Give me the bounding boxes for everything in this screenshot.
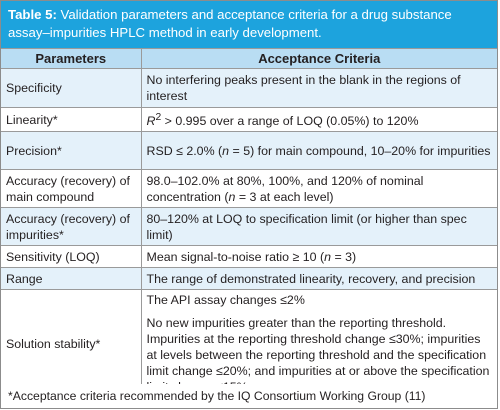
table-footnote: *Acceptance criteria recommended by the … — [1, 384, 497, 408]
table-row: Accuracy (recovery) of main compound 98.… — [1, 169, 497, 209]
table-row: Range The range of demonstrated linearit… — [1, 267, 497, 291]
param-cell: Range — [1, 267, 142, 291]
caption-text: Validation parameters and acceptance cri… — [8, 7, 452, 40]
criteria-cell: The API assay changes ≤2% No new impurit… — [140, 289, 497, 399]
param-cell: Sensitivity (LOQ) — [1, 245, 142, 269]
param-cell: Accuracy (recovery) of impurities* — [1, 207, 142, 247]
validation-table: Parameters Acceptance Criteria Specifici… — [1, 48, 497, 399]
n-symbol: n — [324, 249, 332, 264]
param-cell: Linearity* — [1, 106, 142, 133]
n-symbol: n — [222, 143, 230, 158]
r-symbol: R — [146, 114, 156, 129]
r-superscript: 2 — [155, 112, 162, 123]
criteria-text: Mean signal-to-noise ratio ≥ 10 ( — [146, 249, 325, 264]
criteria-cell: 98.0–102.0% at 80%, 100%, and 120% of no… — [140, 169, 497, 209]
table-row: Solution stability* The API assay change… — [1, 289, 497, 399]
criteria-cell: No interfering peaks present in the blan… — [140, 68, 497, 108]
criteria-cell: R2 > 0.995 over a range of LOQ (0.05%) t… — [140, 106, 497, 133]
n-symbol: n — [228, 189, 236, 204]
param-cell: Precision* — [1, 131, 142, 171]
param-cell: Specificity — [1, 68, 142, 108]
table-caption: Table 5: Validation parameters and accep… — [1, 1, 497, 48]
table-row: Sensitivity (LOQ) Mean signal-to-noise r… — [1, 245, 497, 269]
table-number: Table 5: — [8, 7, 57, 22]
criteria-text: > 0.995 over a range of LOQ (0.05%) to 1… — [161, 114, 419, 129]
header-parameters: Parameters — [1, 48, 142, 69]
criteria-text: RSD ≤ 2.0% ( — [146, 143, 223, 158]
criteria-paragraph: The API assay changes ≤2% — [146, 293, 305, 308]
criteria-text: 98.0–102.0% at 80%, 100%, and 120% of no… — [146, 173, 424, 204]
criteria-cell: 80–120% at LOQ to specification limit (o… — [140, 207, 497, 247]
header-row: Parameters Acceptance Criteria — [1, 48, 497, 69]
param-cell: Accuracy (recovery) of main compound — [1, 169, 142, 209]
criteria-text: = 5) for main compound, 10–20% for impur… — [229, 143, 491, 158]
table-row: Accuracy (recovery) of impurities* 80–12… — [1, 207, 497, 247]
criteria-cell: RSD ≤ 2.0% (n = 5) for main compound, 10… — [140, 131, 497, 171]
table-row: Precision* RSD ≤ 2.0% (n = 5) for main c… — [1, 131, 497, 171]
criteria-cell: The range of demonstrated linearity, rec… — [140, 267, 497, 291]
param-cell: Solution stability* — [1, 289, 142, 399]
criteria-text: = 3 at each level) — [235, 189, 334, 204]
header-criteria: Acceptance Criteria — [140, 48, 497, 69]
table-row: Linearity* R2 > 0.995 over a range of LO… — [1, 106, 497, 133]
table-row: Specificity No interfering peaks present… — [1, 68, 497, 108]
criteria-cell: Mean signal-to-noise ratio ≥ 10 (n = 3) — [140, 245, 497, 269]
criteria-text: = 3) — [331, 249, 357, 264]
